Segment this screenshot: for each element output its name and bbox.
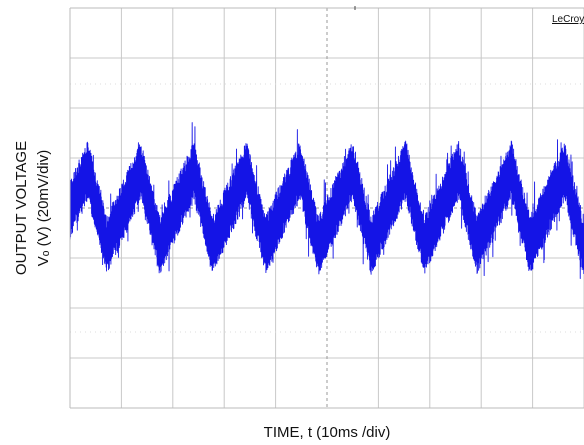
x-axis-label: TIME, t (10ms /div) xyxy=(264,424,391,441)
plot-frame xyxy=(69,6,584,409)
grid xyxy=(70,8,584,408)
trace-group xyxy=(69,122,584,279)
y-axis-label-line1: OUTPUT VOLTAGE xyxy=(13,141,30,275)
y-axis-label-line2: Vₒ (V) (20mV/div) xyxy=(35,150,52,267)
ripple-trace xyxy=(69,122,584,279)
plot-area xyxy=(69,6,584,409)
brand-label: LeCroy xyxy=(552,14,584,25)
